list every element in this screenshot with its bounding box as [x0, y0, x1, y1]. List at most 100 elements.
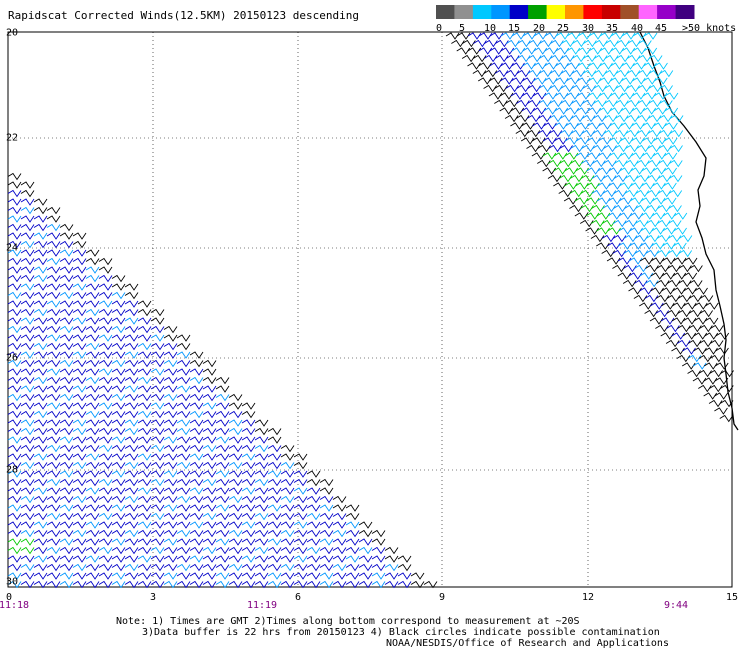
wind-barb	[683, 257, 698, 265]
wind-barb	[646, 174, 661, 183]
wind-barb	[176, 521, 191, 529]
wind-barb	[111, 453, 126, 461]
wind-barb	[46, 427, 61, 436]
wind-barb	[599, 62, 613, 70]
wind-barb	[241, 529, 256, 538]
wind-barb	[543, 107, 558, 115]
wind-barb	[371, 563, 386, 572]
wind-barb	[699, 309, 713, 318]
wind-barb	[215, 419, 230, 427]
wind-barb	[59, 249, 74, 257]
wind-barb	[306, 572, 321, 580]
wind-barb	[7, 342, 22, 351]
wind-barb	[704, 317, 719, 325]
wind-barb	[98, 291, 113, 300]
wind-barb	[163, 521, 178, 529]
wind-barb	[306, 470, 321, 478]
wind-barb	[669, 159, 683, 168]
wind-barb	[85, 521, 100, 529]
wind-barb	[150, 478, 165, 487]
wind-barb	[33, 555, 48, 563]
wind-barb	[72, 419, 87, 427]
wind-barb	[111, 334, 126, 342]
wind-barb	[202, 359, 217, 368]
wind-barb	[33, 376, 48, 385]
wind-barb	[46, 410, 61, 419]
wind-barb	[664, 92, 679, 100]
wind-barb	[472, 54, 487, 63]
wind-barb	[662, 197, 677, 205]
wind-barb	[657, 204, 671, 213]
wind-barb	[124, 461, 139, 470]
wind-barb	[505, 69, 520, 78]
wind-barb	[46, 572, 61, 580]
wind-barb	[625, 129, 640, 138]
wind-barb	[575, 152, 590, 160]
wind-barb	[516, 69, 531, 78]
wind-barb	[228, 529, 243, 538]
wind-barb	[98, 351, 113, 359]
wind-barb	[358, 580, 373, 589]
wind-barb	[46, 368, 61, 376]
wind-barb	[150, 410, 165, 419]
wind-barb	[72, 308, 87, 317]
wind-barb	[280, 555, 295, 563]
wind-barb	[33, 342, 48, 351]
legend-swatch	[546, 5, 566, 19]
wind-barb	[574, 197, 589, 205]
wind-barb	[124, 393, 139, 402]
time-label: 11:19	[246, 600, 278, 611]
wind-barb	[124, 291, 139, 300]
wind-barb	[478, 62, 492, 70]
wind-barb	[280, 529, 295, 538]
wind-barb	[7, 189, 22, 198]
wind-barb	[532, 92, 547, 100]
wind-barb	[85, 495, 100, 504]
wind-barb	[714, 362, 729, 370]
map-frame	[7, 31, 733, 588]
wind-barb	[59, 291, 74, 300]
wind-barb	[59, 232, 74, 240]
wind-barb	[7, 376, 22, 385]
wind-barb	[228, 512, 243, 521]
wind-barb	[20, 393, 35, 402]
map-title: Rapidscat Corrected Winds(12.5KM) 201501…	[8, 9, 359, 22]
wind-barb	[533, 62, 547, 70]
wind-barb	[137, 453, 152, 461]
wind-barb	[215, 461, 230, 470]
wind-barb	[111, 300, 126, 308]
wind-barb	[20, 487, 35, 495]
wind-barb	[604, 54, 619, 63]
wind-barb	[619, 182, 633, 190]
wind-barb	[59, 402, 74, 410]
wind-barb	[189, 444, 204, 453]
wind-barb	[163, 368, 178, 376]
wind-barb	[709, 339, 724, 348]
wind-barb	[98, 308, 113, 317]
wind-barb	[150, 402, 165, 410]
wind-barb	[111, 419, 126, 427]
wind-barb	[72, 410, 87, 419]
wind-barb	[569, 204, 583, 213]
note-line-1: Note: 1) Times are GMT 2)Times along bot…	[116, 616, 580, 627]
wind-barb	[215, 546, 230, 555]
wind-barb	[280, 563, 295, 572]
wind-barb	[137, 444, 152, 453]
wind-barb	[559, 144, 573, 153]
wind-barb	[163, 555, 178, 563]
wind-barb	[33, 512, 48, 521]
wind-barb	[619, 167, 633, 175]
wind-barb	[549, 84, 563, 93]
wind-barb	[163, 436, 178, 444]
wind-barb	[46, 266, 61, 274]
wind-barb	[632, 62, 646, 70]
wind-barb	[59, 308, 74, 317]
wind-barb	[20, 419, 35, 427]
wind-barb	[150, 368, 165, 376]
legend-swatch	[638, 5, 658, 19]
wind-barb	[20, 266, 35, 274]
wind-barb	[669, 144, 683, 153]
wind-barb	[565, 122, 579, 130]
wind-barb	[72, 504, 87, 512]
wind-barb	[163, 419, 178, 427]
